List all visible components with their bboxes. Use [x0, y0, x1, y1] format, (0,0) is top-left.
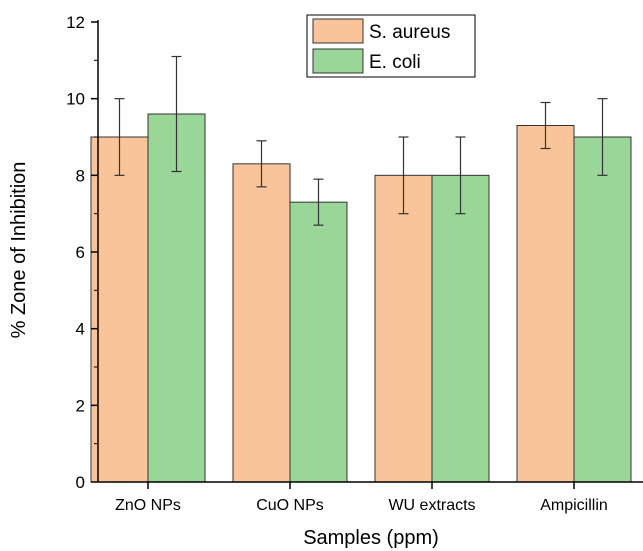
y-tick-label: 10	[66, 90, 85, 109]
x-tick-label: WU extracts	[388, 497, 475, 514]
x-axis-label: Samples (ppm)	[303, 527, 439, 549]
bar-e-coli-3	[573, 136, 632, 483]
bar-s-aureus-2	[374, 174, 433, 483]
y-tick-label: 4	[76, 320, 85, 339]
y-tick-label: 2	[76, 396, 85, 415]
error-bar-e-coli-0	[171, 55, 182, 173]
y-tick-label: 0	[76, 473, 85, 492]
y-axis-label: % Zone of Inhibition	[8, 162, 30, 339]
bars-layer	[90, 113, 632, 483]
bar-e-coli-2	[431, 174, 490, 483]
error-bar-s-aureus-3	[540, 101, 551, 150]
error-bar-s-aureus-2	[398, 136, 409, 215]
error-bars-layer	[114, 55, 608, 226]
x-tick-label: CuO NPs	[256, 497, 324, 514]
legend-swatch-e-coli	[312, 48, 364, 74]
legend-label-e-coli: E. coli	[369, 52, 421, 73]
y-tick-label: 12	[66, 13, 85, 32]
error-bar-e-coli-1	[313, 178, 324, 226]
bar-e-coli-1	[289, 201, 348, 483]
x-ticks-layer: ZnO NPs CuO NPs WU extracts Ampicillin	[115, 482, 608, 514]
legend: S. aureus E. coli	[306, 14, 476, 78]
error-bar-s-aureus-0	[114, 98, 125, 176]
x-tick-label: ZnO NPs	[115, 497, 181, 514]
bar-s-aureus-0	[90, 136, 149, 483]
error-bar-s-aureus-1	[256, 140, 267, 188]
x-tick-label: Ampicillin	[540, 497, 608, 514]
y-tick-label: 6	[76, 243, 85, 262]
bar-e-coli-0	[147, 113, 206, 483]
bar-s-aureus-3	[516, 125, 575, 483]
legend-label-s-aureus: S. aureus	[369, 22, 450, 43]
legend-swatch-s-aureus	[312, 18, 364, 44]
error-bar-e-coli-3	[597, 98, 608, 176]
y-tick-label: 8	[76, 166, 85, 185]
bar-s-aureus-1	[232, 163, 291, 483]
y-ticks-layer: 0 2 4 6 8 10 12	[66, 13, 98, 492]
error-bar-e-coli-2	[455, 136, 466, 215]
